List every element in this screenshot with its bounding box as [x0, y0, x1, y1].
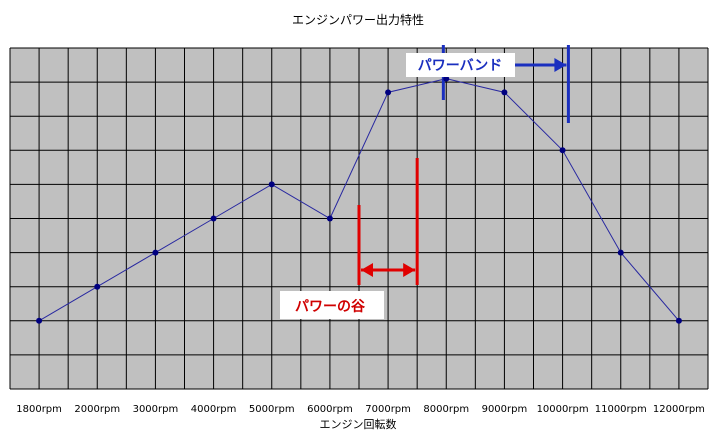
- data-point: [210, 215, 217, 222]
- data-point: [152, 249, 159, 256]
- series-line: [36, 75, 682, 324]
- x-tick-label: 10000rpm: [537, 404, 589, 415]
- grid-lines: [9, 47, 709, 390]
- x-tick-label: 9000rpm: [482, 404, 528, 415]
- power-valley-arrow-right: [403, 263, 416, 277]
- x-tick-label: 4000rpm: [191, 404, 237, 415]
- power-valley-label-box: [280, 291, 384, 319]
- x-axis-title: エンジン回転数: [320, 418, 397, 431]
- data-point: [94, 283, 101, 290]
- x-tick-label: 7000rpm: [365, 404, 411, 415]
- power-valley-label: パワーの谷: [295, 299, 366, 315]
- data-point: [36, 317, 43, 324]
- power-band-label: パワーバンド: [418, 58, 503, 74]
- data-point: [326, 215, 333, 222]
- x-tick-labels: 1800rpm 2000rpm 3000rpm 4000rpm 5000rpm 6000r…: [16, 404, 705, 415]
- data-point: [443, 75, 450, 82]
- data-point: [385, 89, 392, 96]
- x-tick-label: 8000rpm: [423, 404, 469, 415]
- x-tick-label: 2000rpm: [74, 404, 120, 415]
- data-point: [617, 249, 624, 256]
- power-valley-annotation: パワーの谷: [280, 291, 384, 319]
- power-band-arrow-right: [554, 58, 567, 72]
- x-tick-label: 12000rpm: [653, 404, 705, 415]
- data-point: [675, 317, 682, 324]
- x-tick-label: 5000rpm: [249, 404, 295, 415]
- data-point: [268, 181, 275, 188]
- x-tick-label: 1800rpm: [16, 404, 62, 415]
- data-point: [501, 89, 508, 96]
- power-band-annotation: パワーバンド: [406, 53, 515, 77]
- x-tick-label: 11000rpm: [595, 404, 647, 415]
- x-tick-label: 6000rpm: [307, 404, 353, 415]
- chart-title: エンジンパワー出力特性: [292, 12, 424, 27]
- series-path: [38, 78, 680, 322]
- data-point: [559, 147, 566, 154]
- power-valley-arrow-left: [361, 263, 373, 277]
- power-band-label-box: [406, 53, 515, 77]
- x-tick-label: 3000rpm: [133, 404, 179, 415]
